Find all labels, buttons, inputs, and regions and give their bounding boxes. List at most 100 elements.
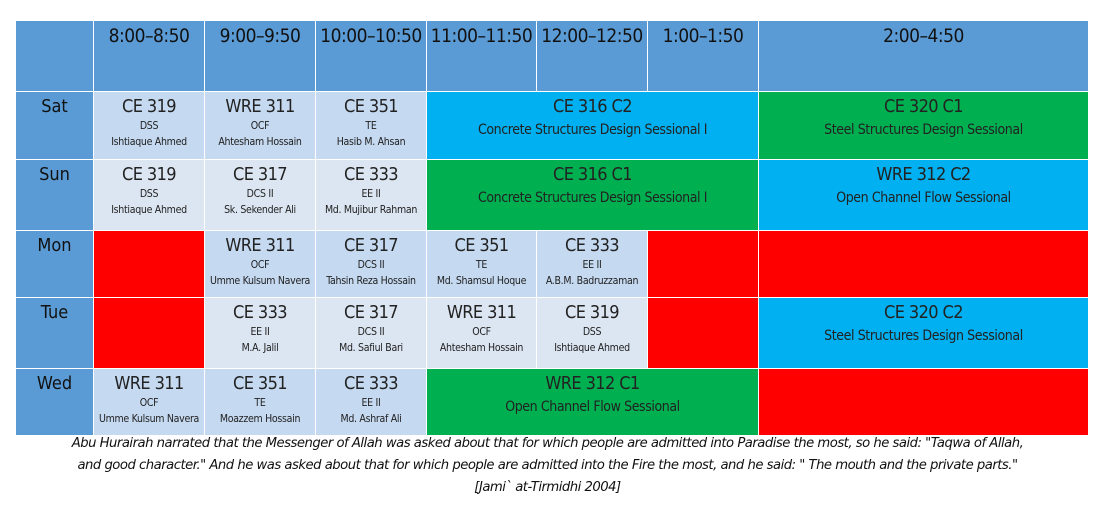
empty-slot	[94, 298, 204, 368]
class-cell: WRE 311 OCF Umme Kulsum Navera	[94, 369, 204, 435]
sessional-cell: CE 320 C1 Steel Structures Design Sessio…	[759, 92, 1088, 159]
class-cell: CE 351 TE Moazzem Hossain	[205, 369, 315, 435]
course-title: Concrete Structures Design Sessional I	[477, 190, 708, 206]
course-code: CE 333	[233, 302, 288, 323]
quote-line: and good character." And he was asked ab…	[77, 458, 1018, 473]
sessional-cell: CE 316 C2 Concrete Structures Design Ses…	[427, 92, 758, 159]
course-abbr: DCS II	[246, 188, 274, 200]
course-code: CE 317	[344, 235, 399, 256]
course-code: WRE 311	[114, 373, 184, 394]
teacher-name: Ahtesham Hossain	[218, 136, 302, 148]
time-header: 11:00–11:50	[427, 21, 536, 91]
hadith-quote: Abu Hurairah narrated that the Messenger…	[16, 433, 1079, 499]
course-code: WRE 311	[225, 235, 295, 256]
course-title: Concrete Structures Design Sessional I	[477, 122, 708, 138]
sessional-cell: WRE 312 C2 Open Channel Flow Sessional	[759, 160, 1088, 230]
course-abbr: EE II	[361, 188, 381, 200]
course-code: WRE 311	[446, 302, 517, 323]
teacher-name: Ahtesham Hossain	[439, 342, 524, 354]
class-cell: CE 319 DSS Ishtiaque Ahmed	[94, 160, 204, 230]
course-abbr: EE II	[250, 326, 270, 338]
time-label: 2:00–4:50	[883, 25, 964, 47]
time-label: 10:00–10:50	[320, 25, 422, 47]
course-title: Steel Structures Design Sessional	[824, 328, 1023, 344]
teacher-name: A.B.M. Badruzzaman	[545, 275, 639, 287]
teacher-name: Md. Shamsul Hoque	[436, 275, 527, 287]
class-cell: WRE 311 OCF Umme Kulsum Navera	[205, 231, 315, 297]
class-cell: CE 333 EE II Md. Ashraf Ali	[316, 369, 426, 435]
course-code: CE 351	[233, 373, 288, 394]
course-title: Open Channel Flow Sessional	[836, 190, 1011, 206]
time-label: 8:00–8:50	[108, 25, 190, 47]
course-code: CE 320 C2	[884, 302, 964, 323]
course-code: CE 319	[565, 302, 620, 323]
course-code: CE 316 C1	[553, 164, 633, 185]
course-code: CE 320 C1	[884, 96, 964, 117]
time-header: 8:00–8:50	[94, 21, 204, 91]
teacher-name: Tahsin Reza Hossain	[326, 275, 416, 287]
empty-slot	[759, 369, 1088, 435]
course-title: Steel Structures Design Sessional	[824, 122, 1023, 138]
course-abbr: DCS II	[357, 326, 385, 338]
empty-slot	[648, 298, 758, 368]
teacher-name: Sk. Sekender Ali	[224, 204, 296, 216]
day-label-sun: Sun	[16, 160, 93, 230]
class-cell: CE 333 EE II A.B.M. Badruzzaman	[537, 231, 647, 297]
course-abbr: OCF	[472, 326, 491, 338]
course-abbr: DCS II	[357, 259, 385, 271]
day-label-tue: Tue	[16, 298, 93, 368]
teacher-name: Hasib M. Ahsan	[336, 136, 406, 148]
teacher-name: Md. Mujibur Rahman	[324, 204, 418, 216]
course-code: CE 316 C2	[553, 96, 633, 117]
teacher-name: Umme Kulsum Navera	[98, 413, 200, 425]
course-abbr: OCF	[250, 120, 270, 132]
course-abbr: DSS	[139, 188, 159, 200]
class-cell: CE 333 EE II Md. Mujibur Rahman	[316, 160, 426, 230]
class-cell: CE 351 TE Hasib M. Ahsan	[316, 92, 426, 159]
class-cell: CE 317 DCS II Sk. Sekender Ali	[205, 160, 315, 230]
course-code: CE 351	[454, 235, 510, 256]
teacher-name: Umme Kulsum Navera	[209, 275, 311, 287]
time-header: 12:00–12:50	[537, 21, 647, 91]
teacher-name: Md. Ashraf Ali	[340, 413, 402, 425]
course-code: CE 317	[344, 302, 399, 323]
sessional-cell: WRE 312 C1 Open Channel Flow Sessional	[427, 369, 758, 435]
class-cell: CE 319 DSS Ishtiaque Ahmed	[94, 92, 204, 159]
class-cell: CE 351 TE Md. Shamsul Hoque	[427, 231, 536, 297]
course-code: CE 319	[122, 164, 177, 185]
quote-reference: [Jami` at-Tirmidhi 2004]	[474, 480, 621, 495]
course-code: CE 333	[344, 373, 399, 394]
teacher-name: Ishtiaque Ahmed	[554, 342, 630, 354]
time-header: 1:00–1:50	[648, 21, 758, 91]
time-label: 11:00–11:50	[430, 25, 533, 47]
day-label-mon: Mon	[16, 231, 93, 297]
course-abbr: TE	[254, 397, 266, 409]
course-abbr: EE II	[361, 397, 381, 409]
empty-slot	[759, 231, 1088, 297]
course-code: WRE 312 C1	[545, 373, 640, 394]
teacher-name: Moazzem Hossain	[219, 413, 301, 425]
time-header: 2:00–4:50	[759, 21, 1088, 91]
course-code: CE 319	[122, 96, 177, 117]
time-label: 9:00–9:50	[219, 25, 301, 47]
course-abbr: OCF	[139, 397, 159, 409]
time-header: 10:00–10:50	[316, 21, 426, 91]
course-abbr: DSS	[582, 326, 602, 338]
course-abbr: EE II	[582, 259, 602, 271]
course-code: CE 317	[233, 164, 288, 185]
course-title: Open Channel Flow Sessional	[505, 399, 680, 415]
time-header: 9:00–9:50	[205, 21, 315, 91]
empty-slot	[648, 231, 758, 297]
routine-table: 8:00–8:50 9:00–9:50 10:00–10:50 11:00–11…	[16, 21, 1088, 435]
sessional-cell: CE 316 C1 Concrete Structures Design Ses…	[427, 160, 758, 230]
teacher-name: Ishtiaque Ahmed	[111, 136, 187, 148]
time-label: 1:00–1:50	[662, 25, 744, 47]
course-abbr: DSS	[139, 120, 159, 132]
class-cell: CE 319 DSS Ishtiaque Ahmed	[537, 298, 647, 368]
class-cell: CE 333 EE II M.A. Jalil	[205, 298, 315, 368]
course-code: CE 333	[565, 235, 620, 256]
course-code: CE 351	[344, 96, 399, 117]
day-label-wed: Wed	[16, 369, 93, 435]
course-code: CE 333	[344, 164, 399, 185]
course-code: WRE 312 C2	[876, 164, 971, 185]
